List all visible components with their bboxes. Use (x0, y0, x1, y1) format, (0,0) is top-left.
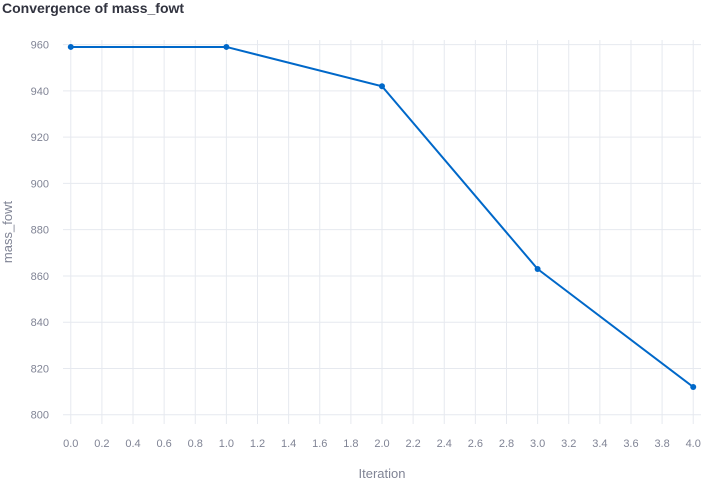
x-tick-label: 1.6 (312, 438, 327, 450)
x-tick-label: 0.8 (188, 438, 203, 450)
x-tick-label: 4.0 (686, 438, 701, 450)
chart-title: Convergence of mass_fowt (2, 0, 185, 16)
x-tick-label: 3.4 (592, 438, 607, 450)
x-tick-label: 3.8 (654, 438, 669, 450)
x-tick-label: 2.8 (499, 438, 514, 450)
x-axis-label: Iteration (359, 466, 406, 481)
x-tick-label: 1.2 (250, 438, 265, 450)
x-tick-label: 1.8 (343, 438, 358, 450)
x-tick-label: 0.6 (156, 438, 171, 450)
x-tick-label: 0.2 (94, 438, 109, 450)
x-tick-label: 3.0 (530, 438, 545, 450)
data-point (67, 43, 74, 50)
y-tick-labels: 800 820 840 860 880 900 920 940 960 (31, 40, 49, 422)
data-point (379, 83, 385, 90)
data-points (67, 43, 697, 390)
data-point (223, 43, 230, 50)
data-point (690, 383, 697, 390)
y-tick-label: 820 (31, 363, 49, 375)
grid-lines (63, 40, 701, 424)
y-tick-label: 900 (31, 178, 49, 190)
y-tick-label: 880 (31, 225, 49, 237)
x-tick-label: 2.0 (374, 438, 389, 450)
x-tick-label: 2.2 (405, 438, 420, 450)
y-tick-label: 860 (31, 271, 49, 283)
x-tick-label: 2.4 (437, 438, 452, 450)
x-tick-label: 1.0 (219, 438, 234, 450)
data-point (534, 266, 541, 273)
y-tick-label: 840 (31, 317, 49, 329)
y-tick-label: 800 (31, 410, 49, 422)
x-tick-labels: 0.0 0.2 0.4 0.6 0.8 1.0 1.2 1.4 1.6 1.8 2.0 2.2 2.4 2… (63, 438, 701, 450)
x-tick-label: 0.0 (63, 438, 78, 450)
y-tick-label: 940 (31, 86, 49, 98)
x-tick-label: 2.6 (468, 438, 483, 450)
x-tick-label: 3.2 (561, 438, 576, 450)
x-tick-label: 3.6 (623, 438, 638, 450)
y-axis-label: mass_fowt (0, 201, 15, 264)
x-tick-label: 0.4 (125, 438, 140, 450)
y-tick-label: 920 (31, 132, 49, 144)
x-tick-label: 1.4 (281, 438, 296, 450)
y-tick-label: 960 (31, 40, 49, 52)
